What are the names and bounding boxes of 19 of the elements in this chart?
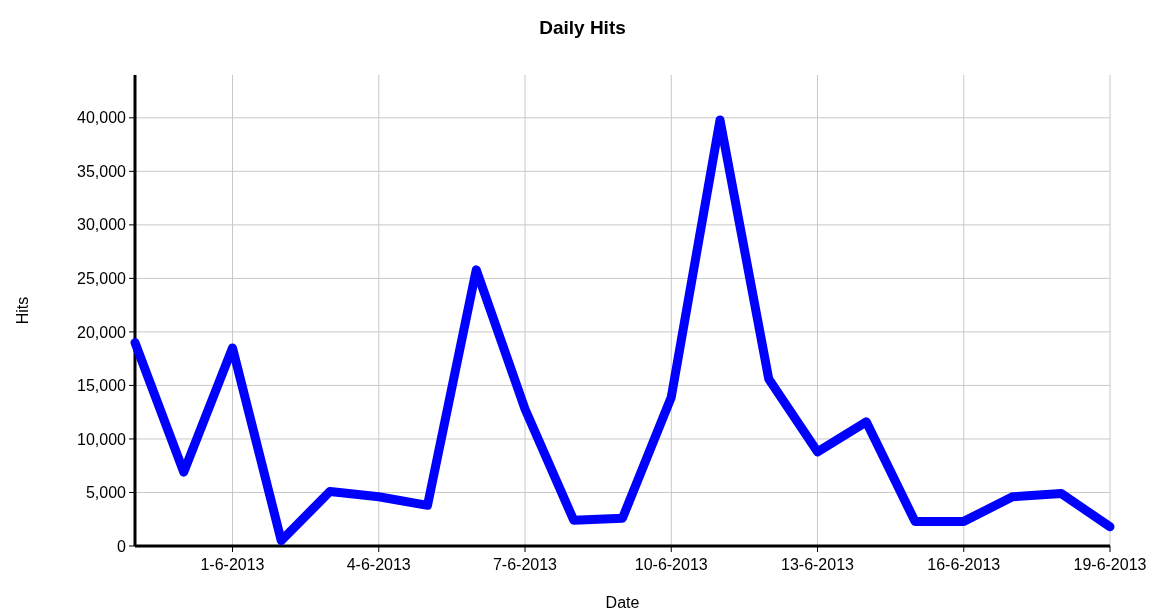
- chart-title: Daily Hits: [539, 17, 626, 38]
- y-tick-label: 15,000: [77, 377, 127, 395]
- x-tick-label: 16-6-2013: [927, 556, 1001, 573]
- y-tick-label: 0: [117, 537, 127, 555]
- x-axis-title: Date: [605, 594, 640, 611]
- x-tick-label: 1-6-2013: [200, 556, 265, 573]
- x-tick-label: 4-6-2013: [346, 556, 411, 573]
- y-tick-label: 20,000: [77, 323, 127, 341]
- y-axis-title: Hits: [14, 296, 31, 325]
- x-tick-label: 10-6-2013: [634, 556, 708, 573]
- y-tick-label: 5,000: [85, 484, 127, 502]
- x-tick-label: 7-6-2013: [492, 556, 558, 573]
- y-tick-label: 40,000: [77, 109, 127, 127]
- y-tick-label: 10,000: [77, 430, 127, 448]
- y-tick-label: 35,000: [77, 162, 127, 180]
- y-tick-label: 30,000: [77, 216, 127, 234]
- y-tick-label: 25,000: [77, 269, 127, 287]
- x-tick-label: 19-6-2013: [1073, 556, 1147, 573]
- x-tick-label: 13-6-2013: [781, 556, 855, 573]
